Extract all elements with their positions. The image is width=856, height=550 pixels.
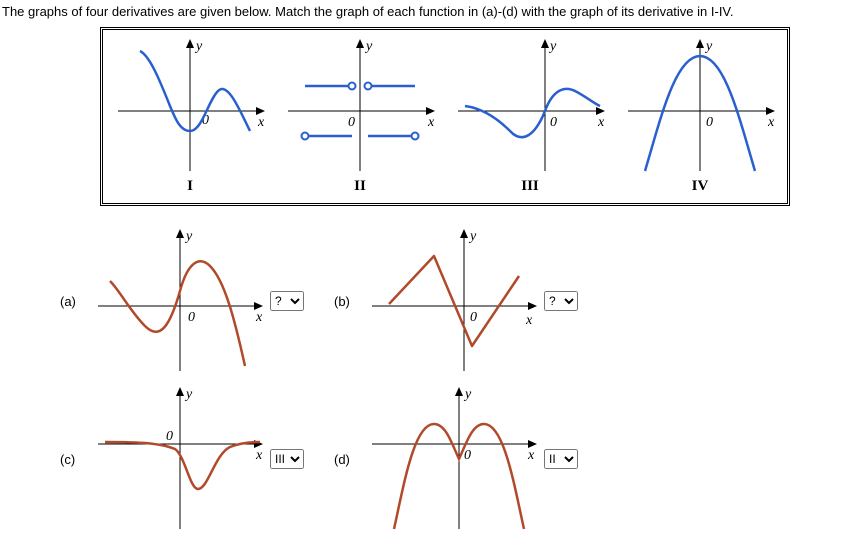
svg-text:y: y	[468, 229, 477, 244]
svg-text:x: x	[767, 115, 775, 130]
function-graph-a: 0 y x	[90, 226, 270, 376]
svg-text:0: 0	[550, 115, 557, 130]
prompt-text: The graphs of four derivatives are given…	[0, 0, 856, 27]
derivative-label-IV: IV	[615, 176, 785, 195]
svg-text:y: y	[364, 39, 373, 54]
y-axis-label: y	[194, 39, 203, 54]
derivative-label-II: II	[275, 176, 445, 195]
function-pair-a: (a) 0 y x ?IIIIIIIV	[60, 226, 304, 376]
function-label-a: (a)	[60, 294, 90, 309]
derivative-cell-IV: 0 y x IV	[615, 32, 785, 201]
derivative-graphs-box: 0 y x I 0 y x II	[100, 27, 790, 206]
svg-text:x: x	[525, 313, 533, 328]
derivative-cell-III: 0 y x III	[445, 32, 615, 201]
svg-text:x: x	[255, 448, 263, 463]
derivative-label-I: I	[105, 176, 275, 195]
svg-text:y: y	[548, 39, 557, 54]
derivative-graph-IV: 0 y x	[620, 36, 780, 176]
derivative-cell-II: 0 y x II	[275, 32, 445, 201]
svg-text:0: 0	[706, 115, 713, 130]
function-pair-c: (c) 0 y x ?IIIIIIIV	[60, 384, 304, 534]
function-label-b: (b)	[334, 294, 364, 309]
function-label-d: (d)	[334, 452, 364, 467]
function-graph-b: 0 y x	[364, 226, 544, 376]
svg-text:x: x	[527, 448, 535, 463]
answer-select-a[interactable]: ?IIIIIIIV	[270, 291, 304, 311]
derivative-graph-I: 0 y x	[110, 36, 270, 176]
function-pair-d: (d) 0 y x ?IIIIIIIV	[334, 384, 578, 534]
derivative-graph-II: 0 y x	[280, 36, 440, 176]
svg-text:x: x	[427, 115, 435, 130]
function-rows: (a) 0 y x ?IIIIIIIV (b)	[60, 226, 856, 534]
function-graph-d: 0 y x	[364, 384, 544, 534]
svg-text:y: y	[184, 229, 193, 244]
function-graph-c: 0 y x	[90, 384, 270, 534]
svg-text:y: y	[704, 39, 713, 54]
svg-text:y: y	[184, 387, 193, 402]
derivative-label-III: III	[445, 176, 615, 195]
function-pair-b: (b) 0 y x ?IIIIIIIV	[334, 226, 578, 376]
svg-text:0: 0	[464, 448, 471, 463]
function-label-c: (c)	[60, 452, 90, 467]
svg-text:0: 0	[188, 310, 195, 325]
answer-select-d[interactable]: ?IIIIIIIV	[544, 449, 578, 469]
derivative-cell-I: 0 y x I	[105, 32, 275, 201]
svg-text:x: x	[597, 115, 605, 130]
answer-select-c[interactable]: ?IIIIIIIV	[270, 449, 304, 469]
svg-text:0: 0	[348, 115, 355, 130]
svg-text:x: x	[255, 310, 263, 325]
x-axis-label: x	[257, 115, 265, 130]
svg-text:y: y	[463, 387, 472, 402]
answer-select-b[interactable]: ?IIIIIIIV	[544, 291, 578, 311]
svg-text:0: 0	[166, 429, 173, 444]
svg-text:0: 0	[470, 310, 477, 325]
derivative-graph-III: 0 y x	[450, 36, 610, 176]
